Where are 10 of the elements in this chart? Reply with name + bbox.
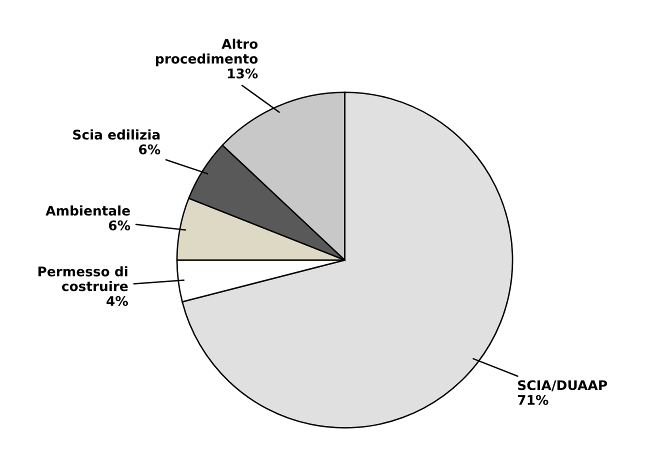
slice-label: SCIA/DUAAP (518, 380, 608, 392)
slice-label: Scia edilizia (73, 129, 160, 140)
data-label: 4% (106, 296, 128, 306)
slice-label: Altro procedimento (156, 38, 258, 66)
slice-label: Ambientale (46, 205, 130, 216)
data-label: 6% (139, 144, 160, 154)
data-label: 6% (108, 220, 130, 230)
data-label: 13% (228, 68, 258, 78)
slice-label: Permesso di costruire (38, 266, 128, 292)
data-label: 71% (518, 394, 548, 405)
